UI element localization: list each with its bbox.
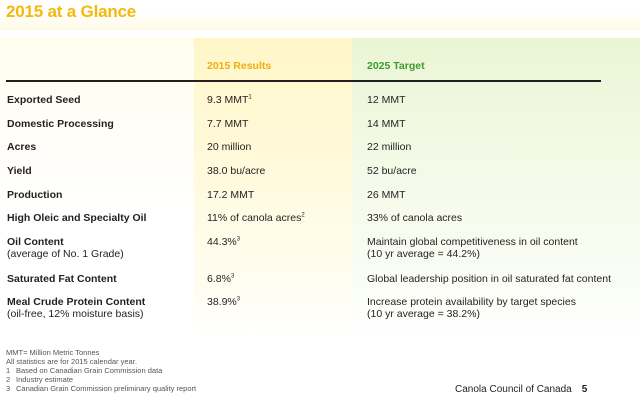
row-result: 11% of canola acres2: [207, 212, 305, 224]
label-column-background: [0, 38, 194, 340]
footnote-item: 2 Industry estimate: [6, 375, 74, 384]
footnote-ref: 3: [236, 296, 241, 303]
row-result: 38.0 bu/acre: [207, 165, 266, 177]
row-sublabel: (average of No. 1 Grade): [7, 248, 124, 260]
row-target: 52 bu/acre: [367, 165, 417, 177]
note-mmt: MMT= Million Metric Tonnes: [6, 348, 100, 357]
row-result: 9.3 MMT1: [207, 94, 252, 106]
row-target: Increase protein availability by target …: [367, 296, 576, 320]
title-band: [0, 0, 640, 30]
footnote-ref: 1: [248, 94, 252, 101]
row-label: Yield: [7, 165, 32, 177]
row-label: Domestic Processing: [7, 118, 114, 130]
row-label: Oil Content (average of No. 1 Grade): [7, 236, 124, 260]
row-result: 6.8%3: [207, 273, 235, 285]
row-result: 17.2 MMT: [207, 189, 255, 201]
row-target: 12 MMT: [367, 94, 406, 106]
row-target: Global leadership position in oil satura…: [367, 273, 611, 285]
row-target: 14 MMT: [367, 118, 406, 130]
footnotes: MMT= Million Metric Tonnes All statistic…: [6, 348, 196, 393]
footer-org: Canola Council of Canada: [455, 384, 572, 395]
row-label: High Oleic and Specialty Oil: [7, 212, 147, 224]
row-label: Exported Seed: [7, 94, 81, 106]
row-result: 38.9%3: [207, 296, 241, 308]
results-column-background: [194, 38, 352, 340]
target-column-background: [352, 38, 640, 340]
row-result: 20 million: [207, 141, 252, 153]
footnote-ref: 3: [236, 236, 241, 243]
page-number: 5: [581, 384, 588, 395]
row-target-note: (10 yr average = 44.2%): [367, 248, 480, 260]
row-target: 22 million: [367, 141, 412, 153]
footnote-ref: 2: [301, 212, 305, 219]
results-column-header: 2015 Results: [207, 60, 272, 72]
row-sublabel: (oil-free, 12% moisture basis): [7, 308, 144, 320]
row-label: Acres: [7, 141, 37, 153]
page-footer: Canola Council of Canada 5: [455, 384, 587, 395]
row-label: Production: [7, 189, 63, 201]
row-label: Saturated Fat Content: [7, 273, 117, 285]
row-target: 33% of canola acres: [367, 212, 463, 224]
row-result: 44.3%3: [207, 236, 241, 248]
footnote-item: 3 Canadian Grain Commission preliminary q…: [6, 384, 197, 393]
row-target: 26 MMT: [367, 189, 406, 201]
footnote-ref: 3: [230, 273, 235, 280]
row-result: 7.7 MMT: [207, 118, 249, 130]
header-rule: [6, 80, 601, 82]
row-label: Meal Crude Protein Content (oil-free, 12%…: [7, 296, 146, 320]
row-target: Maintain global competitiveness in oil c…: [367, 236, 578, 260]
footnote-item: 1 Based on Canadian Grain Commission data: [6, 366, 163, 375]
row-target-note: (10 yr average = 38.2%): [367, 308, 480, 320]
page-title: 2015 at a Glance: [6, 2, 137, 21]
note-calendar: All statistics are for 2015 calendar yea…: [6, 357, 137, 366]
target-column-header: 2025 Target: [367, 60, 425, 72]
